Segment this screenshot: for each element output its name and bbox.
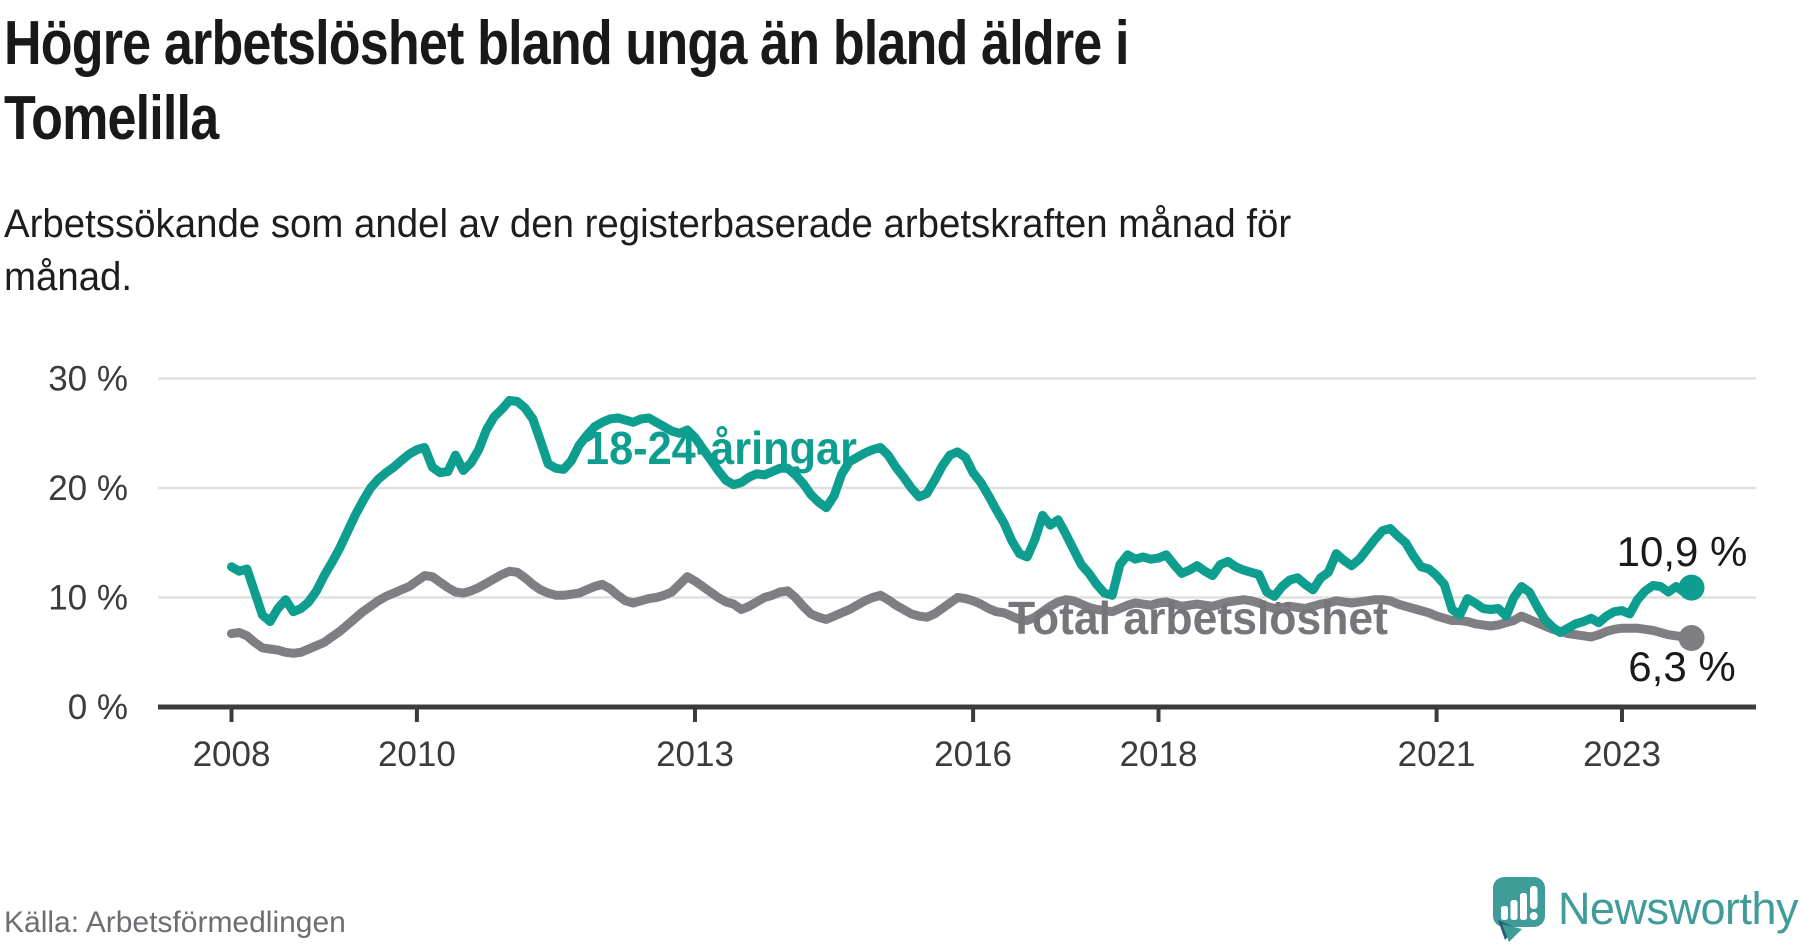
x-tick-label: 2010 <box>378 735 456 774</box>
page-title-line1: Högre arbetslöshet bland unga än bland ä… <box>4 9 1130 78</box>
newsworthy-logo-icon <box>1492 877 1545 942</box>
x-tick-label: 2018 <box>1120 735 1198 774</box>
end-dot-youth <box>1678 574 1705 601</box>
series-label-youth: 18-24-åringar <box>585 422 857 474</box>
x-tick-label: 2021 <box>1398 735 1476 774</box>
axis-tick-labels: 30 % 20 % 10 % 0 % 2008 2010 2013 2016 2018 2021 2… <box>48 360 1661 775</box>
chart-subtitle-line2: månad. <box>4 255 133 299</box>
newsworthy-wordmark: Newsworthy <box>1557 883 1799 934</box>
x-tick-label: 2023 <box>1583 735 1661 774</box>
gridlines <box>158 377 1756 599</box>
end-dot-total <box>1678 625 1705 652</box>
chart-series <box>227 395 1696 658</box>
series-end-dots <box>1678 574 1705 652</box>
page-title-line2: Tomelilla <box>4 84 219 153</box>
end-value-label-youth: 10,9 % <box>1617 528 1748 575</box>
page-title: Högre arbetslöshet bland unga än bland ä… <box>4 6 1513 156</box>
chart-header: Högre arbetslöshet bland unga än bland ä… <box>4 6 1800 304</box>
y-tick-label: 30 % <box>48 360 128 399</box>
x-tick-label: 2013 <box>656 735 734 774</box>
x-tick-label: 2008 <box>193 735 271 774</box>
series-line-total <box>227 566 1696 658</box>
series-label-total: Total arbetslöshet <box>1008 592 1388 644</box>
x-axis-ticks <box>229 707 1624 722</box>
end-value-label-total: 6,3 % <box>1628 643 1735 690</box>
x-tick-label: 2016 <box>934 735 1012 774</box>
y-tick-label: 0 % <box>68 688 128 727</box>
y-tick-label: 20 % <box>48 469 128 508</box>
newsworthy-brand: Newsworthy <box>1492 876 1799 942</box>
chart-subtitle-line1: Arbetssökande som andel av den registerb… <box>4 202 1292 246</box>
y-tick-label: 10 % <box>48 579 128 618</box>
chart-subtitle: Arbetssökande som andel av den registerb… <box>4 198 1728 304</box>
series-line-youth <box>227 395 1696 637</box>
source-note: Källa: Arbetsförmedlingen <box>4 906 346 939</box>
